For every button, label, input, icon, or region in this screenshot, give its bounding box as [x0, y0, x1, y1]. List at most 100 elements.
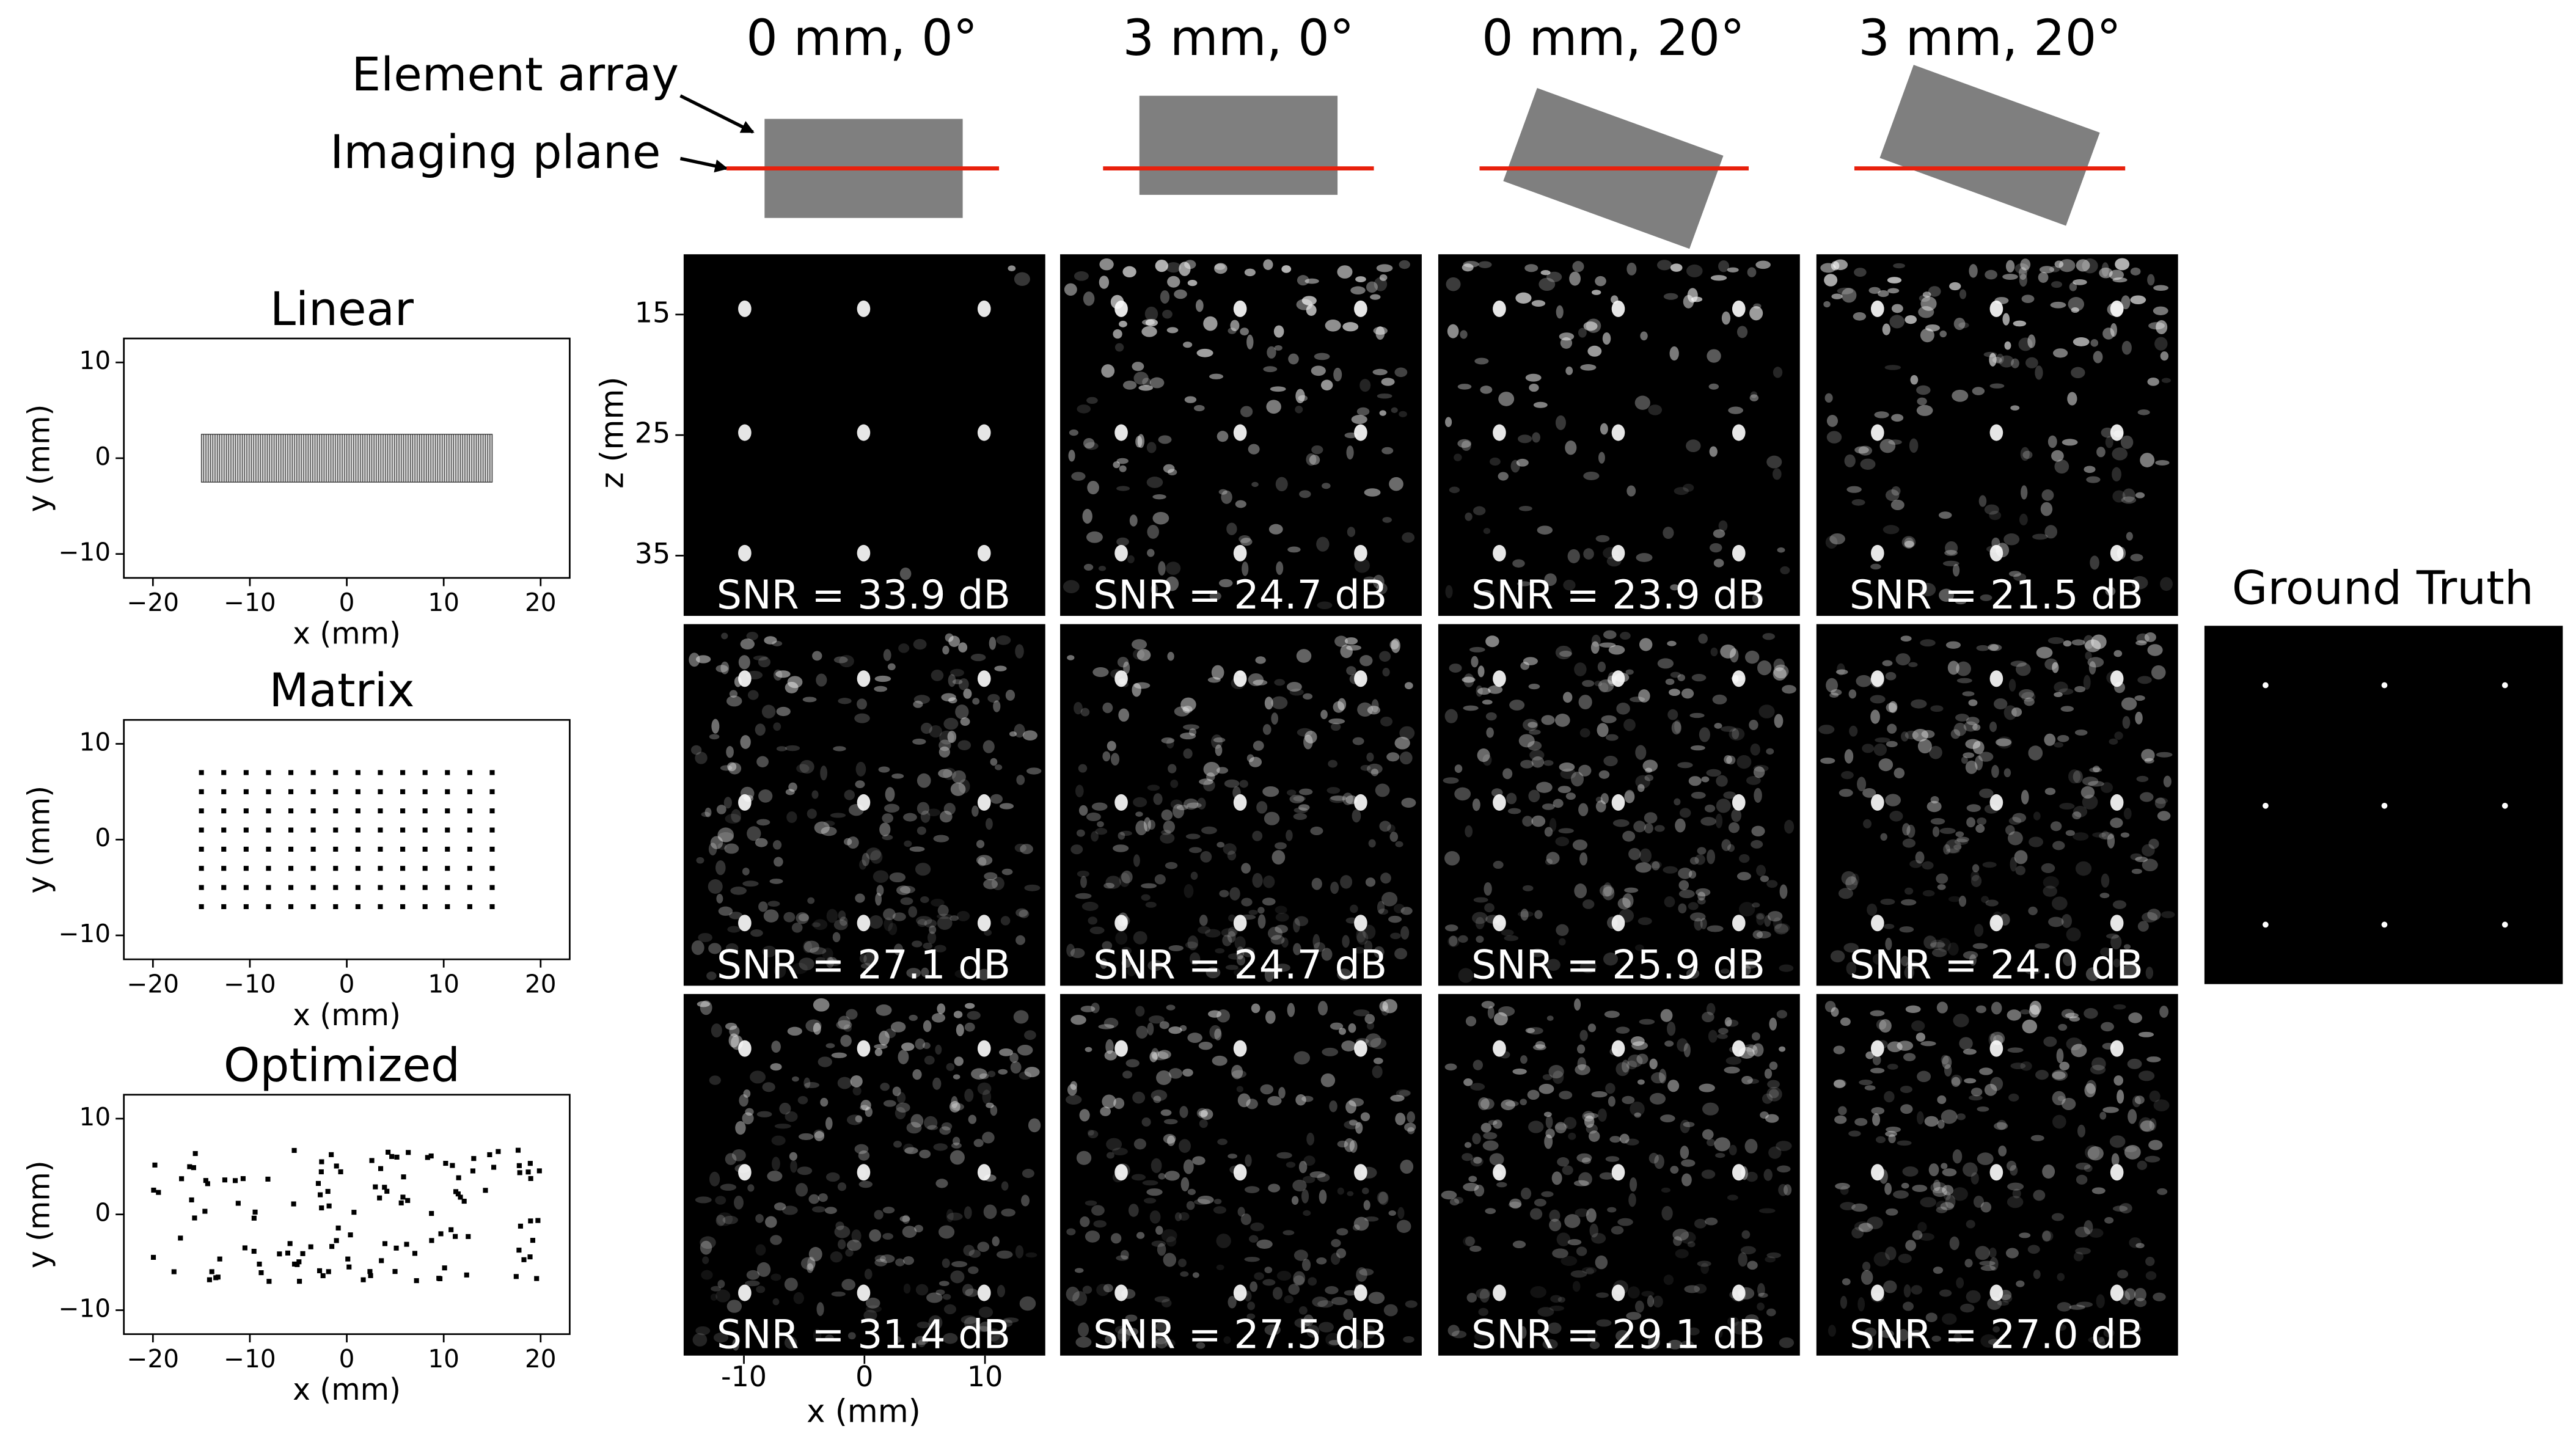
- speckle: [1441, 1190, 1457, 1200]
- speckle: [1478, 1097, 1490, 1110]
- speckle: [1880, 833, 1887, 841]
- speckle: [2054, 260, 2064, 268]
- speckle: [711, 1285, 722, 1292]
- point-target: [1989, 915, 2003, 932]
- speckle: [2007, 1196, 2024, 1208]
- speckle: [1121, 946, 1132, 955]
- speckle: [1136, 649, 1151, 661]
- speckle: [1443, 777, 1459, 784]
- element: [379, 1258, 384, 1263]
- speckle: [865, 1305, 882, 1313]
- speckle: [1751, 1032, 1760, 1041]
- speckle: [1368, 1292, 1385, 1304]
- speckle: [1749, 305, 1763, 321]
- speckle: [1075, 1336, 1092, 1348]
- speckle: [787, 676, 803, 689]
- speckle: [2148, 1139, 2163, 1150]
- snr-label: SNR = 21.5 dB: [1850, 572, 2143, 618]
- speckle: [1240, 1213, 1252, 1226]
- element: [360, 1277, 366, 1282]
- speckle: [1642, 759, 1658, 772]
- speckle: [701, 1270, 713, 1280]
- speckle: [2088, 1336, 2105, 1344]
- speckle: [1835, 669, 1848, 675]
- speckle: [1227, 850, 1237, 861]
- speckle: [1147, 1022, 1154, 1036]
- speckle: [1573, 1180, 1589, 1187]
- speckle: [1228, 953, 1243, 960]
- speckle: [1160, 832, 1175, 844]
- speckle: [811, 922, 821, 927]
- speckle: [1099, 276, 1110, 289]
- element: [205, 1181, 210, 1187]
- speckle: [1858, 445, 1873, 456]
- speckle: [1904, 541, 1914, 547]
- speckle: [1677, 1038, 1688, 1052]
- speckle: [1100, 958, 1108, 970]
- speckle: [1936, 873, 1948, 884]
- speckle: [846, 1239, 862, 1251]
- speckle: [1697, 1260, 1711, 1267]
- speckle: [2018, 267, 2027, 280]
- speckle: [1466, 1293, 1477, 1303]
- speckle: [1337, 1140, 1348, 1148]
- speckle: [1275, 477, 1288, 492]
- element: [199, 808, 204, 814]
- speckle: [1667, 709, 1678, 720]
- speckle: [1198, 1110, 1208, 1117]
- speckle: [874, 1044, 888, 1050]
- speckle: [2135, 640, 2147, 646]
- speckle: [1887, 277, 1902, 283]
- x-tick-label: −10: [224, 1344, 276, 1373]
- speckle: [1552, 1248, 1568, 1259]
- speckle: [1334, 635, 1348, 647]
- speckle: [1293, 813, 1308, 821]
- speckle: [1163, 1119, 1178, 1125]
- speckle: [1353, 946, 1365, 954]
- speckle: [2062, 953, 2074, 967]
- speckle: [1615, 1330, 1630, 1342]
- speckle: [2011, 358, 2019, 368]
- speckle: [2128, 1109, 2137, 1124]
- speckle: [803, 940, 813, 953]
- point-target: [1233, 544, 1247, 561]
- speckle: [1272, 850, 1286, 865]
- speckle: [1920, 1197, 1936, 1208]
- speckle: [2149, 1090, 2161, 1102]
- speckle: [1697, 847, 1707, 855]
- speckle: [2130, 853, 2142, 861]
- speckle: [1603, 630, 1617, 640]
- speckle: [1576, 1153, 1592, 1163]
- speckle: [772, 1298, 780, 1306]
- x-tick-label: 10: [428, 969, 459, 998]
- speckle: [1267, 926, 1283, 940]
- speckle: [1085, 1230, 1100, 1243]
- speckle: [875, 893, 882, 906]
- speckle: [1989, 353, 1997, 367]
- speckle: [2146, 1056, 2161, 1062]
- speckle: [1641, 1290, 1655, 1297]
- speckle: [716, 1212, 733, 1226]
- speckle: [1383, 1304, 1398, 1317]
- speckle: [1773, 468, 1782, 480]
- speckle: [2145, 967, 2154, 979]
- speckle: [1952, 1149, 1963, 1164]
- speckle: [1516, 458, 1529, 467]
- speckle: [1706, 1138, 1716, 1146]
- speckle: [1902, 838, 1916, 848]
- speckle: [1342, 935, 1350, 948]
- speckle: [1356, 1267, 1367, 1282]
- speckle: [1001, 1208, 1015, 1217]
- speckle: [1873, 1252, 1890, 1267]
- speckle: [1293, 807, 1308, 813]
- speckle: [1727, 844, 1735, 852]
- speckle: [1179, 1212, 1190, 1221]
- speckle: [1744, 1314, 1759, 1325]
- speckle: [1116, 537, 1129, 546]
- speckle: [1359, 379, 1371, 392]
- speckle: [1273, 325, 1284, 338]
- speckle: [1338, 1028, 1347, 1035]
- speckle: [2101, 782, 2113, 793]
- speckle: [1291, 1196, 1299, 1205]
- speckle: [1333, 701, 1345, 713]
